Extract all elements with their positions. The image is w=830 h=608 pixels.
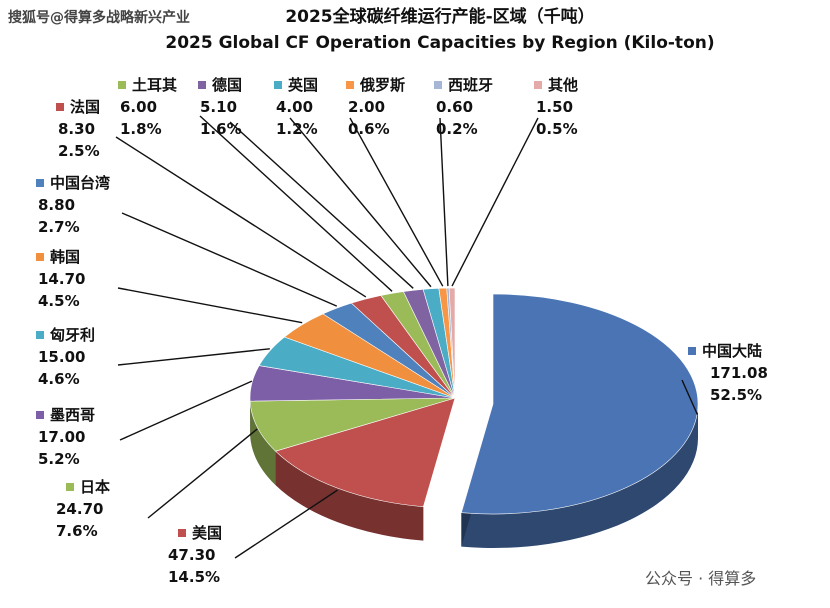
slice-value-1: 47.30: [168, 546, 215, 564]
slice-value-7: 8.30: [58, 120, 95, 138]
pie-slices: [249, 287, 699, 548]
leader-lines: [115, 115, 699, 559]
slice-value-6: 8.80: [38, 196, 75, 214]
slice-value-9: 5.10: [200, 98, 237, 116]
slice-name-0: 中国大陆: [702, 342, 762, 360]
slice-side-0: [461, 404, 698, 548]
legend-marker-12: [434, 81, 442, 89]
legend-marker-0: [688, 347, 696, 355]
slice-side-1: [275, 451, 424, 541]
legend-marker-2: [66, 483, 74, 491]
watermark-top: 搜狐号@得算多战略新兴产业: [8, 9, 190, 26]
slice-name-1: 美国: [192, 524, 222, 542]
slice-name-13: 其他: [548, 76, 578, 94]
legend-marker-13: [534, 81, 542, 89]
chart-subtitle: 2025 Global CF Operation Capacities by R…: [165, 33, 714, 53]
chart-title: 2025全球碳纤维运行产能-区域（千吨）: [285, 6, 594, 27]
legend-marker-8: [118, 81, 126, 89]
leader-line-5: [117, 287, 303, 324]
leader-line-12: [439, 117, 449, 287]
slice-name-9: 德国: [212, 76, 242, 94]
leader-line-9: [229, 121, 414, 289]
slice-name-2: 日本: [80, 478, 110, 496]
leader-line-10: [289, 117, 432, 288]
slice-side-2: [250, 401, 276, 486]
slice-value-3: 17.00: [38, 428, 85, 446]
slice-0: [460, 293, 699, 515]
leader-line-3: [119, 380, 253, 441]
slice-percent-11: 0.6%: [348, 120, 390, 138]
leader-line-11: [349, 117, 444, 287]
slice-percent-8: 1.8%: [120, 120, 162, 138]
slice-value-10: 4.00: [276, 98, 313, 116]
slice-name-4: 匈牙利: [50, 326, 95, 344]
leader-line-7: [115, 136, 367, 298]
leader-line-1: [234, 489, 338, 559]
slice-name-3: 墨西哥: [50, 406, 95, 424]
leader-line-2: [147, 428, 258, 519]
slice-value-13: 1.50: [536, 98, 573, 116]
slice-percent-2: 7.6%: [56, 522, 98, 540]
slice-percent-5: 4.5%: [38, 292, 80, 310]
legend-marker-11: [346, 81, 354, 89]
slice-percent-6: 2.7%: [38, 218, 80, 236]
leader-line-8: [199, 115, 393, 292]
leader-line-0: [681, 379, 699, 415]
slice-name-12: 西班牙: [448, 76, 493, 94]
legend-marker-5: [36, 253, 44, 261]
slice-value-11: 2.00: [348, 98, 385, 116]
legend-marker-1: [178, 529, 186, 537]
slice-percent-13: 0.5%: [536, 120, 578, 138]
slice-value-5: 14.70: [38, 270, 85, 288]
slice-name-7: 法国: [70, 98, 100, 116]
slice-1: [274, 397, 456, 508]
slice-percent-7: 2.5%: [58, 142, 100, 160]
legend-marker-4: [36, 331, 44, 339]
slice-value-4: 15.00: [38, 348, 85, 366]
legend-marker-6: [36, 179, 44, 187]
slice-name-11: 俄罗斯: [359, 76, 405, 94]
slice-percent-12: 0.2%: [436, 120, 478, 138]
legend-marker-3: [36, 411, 44, 419]
slice-value-8: 6.00: [120, 98, 157, 116]
slice-percent-9: 1.6%: [200, 120, 242, 138]
slice-value-2: 24.70: [56, 500, 103, 518]
legend-marker-9: [198, 81, 206, 89]
slice-name-5: 韩国: [50, 248, 80, 266]
slice-name-10: 英国: [288, 76, 318, 94]
slice-2: [249, 397, 456, 452]
slice-percent-0: 52.5%: [710, 386, 762, 404]
slice-labels: 中国大陆 171.08 52.5% 美国 47.30 14.5% 日本 24.70 7.6% 墨西…: [36, 76, 768, 586]
slice-value-0: 171.08: [710, 364, 768, 382]
slice-name-6: 中国台湾: [50, 174, 110, 192]
slice-name-8: 土耳其: [132, 76, 177, 94]
legend-marker-7: [56, 103, 64, 111]
slice-percent-3: 5.2%: [38, 450, 80, 468]
leader-line-6: [121, 212, 338, 307]
watermark-bottom: 公众号 · 得算多: [645, 569, 756, 588]
leader-line-4: [117, 348, 270, 366]
leader-line-13: [451, 117, 539, 287]
legend-marker-10: [274, 81, 282, 89]
slice-percent-10: 1.2%: [276, 120, 318, 138]
slice-value-12: 0.60: [436, 98, 473, 116]
slice-percent-4: 4.6%: [38, 370, 80, 388]
slice-percent-1: 14.5%: [168, 568, 220, 586]
slice-13: [448, 287, 456, 399]
